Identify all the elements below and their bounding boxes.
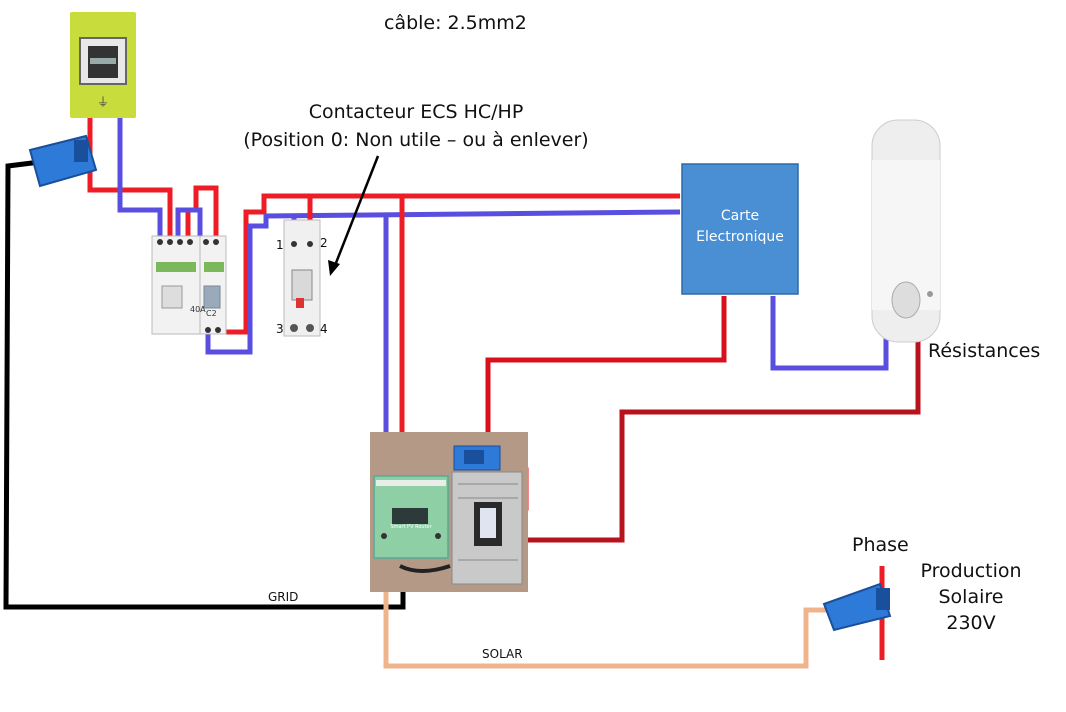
breaker-curve-label: C2 xyxy=(206,309,217,318)
energy-meter: ⏚ xyxy=(70,12,136,118)
router-model-label: Smart PV Router xyxy=(390,524,432,530)
carte-line1: Carte xyxy=(720,208,760,224)
contactor-label-line2: (Position 0: Non utile – ou à enlever) xyxy=(243,129,589,151)
cable-title: câble: 2.5mm2 xyxy=(384,12,527,34)
carte-line2: Electronique xyxy=(696,229,784,245)
contactor-module xyxy=(283,219,321,337)
solar-label: SOLAR xyxy=(482,647,523,661)
meter-neutral-wire xyxy=(117,118,163,240)
pv-router-assembly xyxy=(370,432,528,592)
ssr-to-resistance xyxy=(512,338,921,543)
contactor-arrowhead xyxy=(328,260,340,276)
production-line2: Solaire xyxy=(938,586,1004,608)
breaker-bridge-red xyxy=(185,185,219,240)
grid-clamp-sensor xyxy=(28,134,98,188)
breaker-out-red xyxy=(218,193,680,335)
carte-electronique-label: Carte Electronique xyxy=(682,206,798,248)
contactor-label-line1: Contacteur ECS HC/HP xyxy=(308,101,524,123)
grid-wire xyxy=(3,159,406,610)
production-line1: Production xyxy=(920,560,1022,582)
production-line3: 230V xyxy=(946,612,996,634)
solar-clamp-sensor xyxy=(822,582,892,632)
terminal-2: 2 xyxy=(320,236,328,250)
contactor-arrow xyxy=(332,155,380,269)
phase-label: Phase xyxy=(852,534,909,556)
production-label: Production Solaire 230V xyxy=(908,558,1034,636)
carte-electronique-box xyxy=(681,163,799,295)
circuit-breaker-block xyxy=(151,235,227,335)
breaker-out-blue xyxy=(205,209,681,355)
resistances-label: Résistances xyxy=(928,340,1041,362)
router-clamp-sensor xyxy=(453,445,501,471)
carte-neutral-out xyxy=(770,296,889,371)
carte-phase-out xyxy=(485,296,727,448)
svg-text:⏚: ⏚ xyxy=(97,95,109,109)
solar-wire xyxy=(383,592,830,669)
breaker-bridge-blue xyxy=(175,207,203,240)
terminal-1: 1 xyxy=(276,238,284,252)
terminal-4: 4 xyxy=(320,322,328,336)
breaker-rating-label: 40A xyxy=(190,305,206,314)
terminal-3: 3 xyxy=(276,322,284,336)
contactor-label: Contacteur ECS HC/HP (Position 0: Non ut… xyxy=(230,98,602,154)
water-heater xyxy=(871,119,941,343)
grid-label: GRID xyxy=(268,590,299,604)
